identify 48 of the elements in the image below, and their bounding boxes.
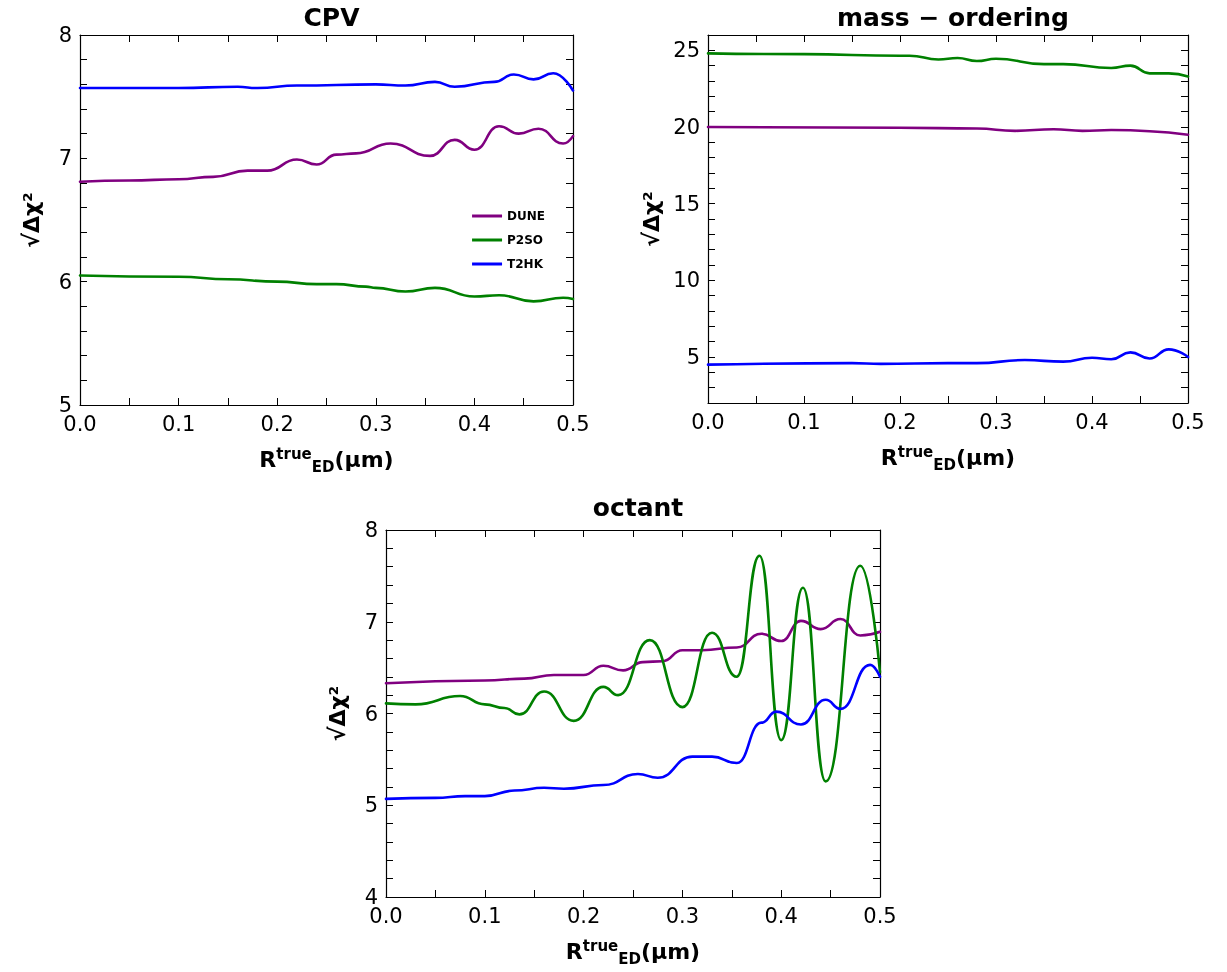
chart-title: mass − ordering xyxy=(837,3,1069,32)
x-tick-label: 0.2 xyxy=(260,411,294,436)
line-series xyxy=(78,124,575,184)
y-axis-title: √Δχ² xyxy=(638,191,664,247)
chart-title: octant xyxy=(592,493,684,522)
line-series xyxy=(706,125,1190,136)
y-axis-title: √Δχ² xyxy=(18,192,44,248)
x-tick-label: 0.0 xyxy=(63,411,97,436)
legend-label: P2SO xyxy=(507,233,544,247)
x-tick-label: 0.0 xyxy=(691,409,725,434)
chart-title: CPV xyxy=(303,3,361,32)
y-tick-label: 15 xyxy=(673,191,700,216)
y-tick-label: 7 xyxy=(364,609,378,634)
x-tick-label: 0.3 xyxy=(359,411,393,436)
x-tick-label: 0.5 xyxy=(863,903,897,928)
y-tick-label: 7 xyxy=(58,146,72,171)
x-tick-label: 0.2 xyxy=(566,903,601,928)
y-axis-title: √Δχ² xyxy=(324,685,350,742)
y-tick-label: 5 xyxy=(686,345,700,369)
x-tick-label: 0.5 xyxy=(1171,409,1205,434)
y-tick-label: 6 xyxy=(58,269,72,294)
x-tick-label: 0.1 xyxy=(787,409,821,434)
x-tick-label: 0.1 xyxy=(161,411,196,436)
legend-label: DUNE xyxy=(507,209,546,223)
x-tick-label: 0.4 xyxy=(1075,409,1109,434)
x-tick-label: 0.0 xyxy=(369,903,403,928)
x-tick-label: 0.5 xyxy=(556,411,590,436)
line-series xyxy=(706,52,1190,78)
legend-label: T2HK xyxy=(507,257,544,271)
x-tick-label: 0.4 xyxy=(457,411,492,436)
y-tick-label: 25 xyxy=(673,38,700,63)
x-tick-label: 0.2 xyxy=(883,409,917,434)
line-series xyxy=(384,554,882,783)
line-series xyxy=(706,348,1190,366)
x-tick-label: 0.3 xyxy=(665,903,700,928)
line-series xyxy=(78,71,575,92)
x-tick-label: 0.1 xyxy=(468,903,502,928)
line-series xyxy=(384,663,882,801)
x-tick-label: 0.3 xyxy=(979,409,1013,434)
line-series xyxy=(384,617,882,685)
y-tick-label: 6 xyxy=(364,701,378,726)
y-tick-label: 20 xyxy=(673,115,700,139)
y-tick-label: 10 xyxy=(673,268,700,293)
y-tick-label: 8 xyxy=(58,23,72,47)
y-tick-label: 5 xyxy=(364,793,378,818)
y-tick-label: 8 xyxy=(364,518,378,542)
line-series xyxy=(78,274,575,303)
x-tick-label: 0.4 xyxy=(764,903,798,928)
